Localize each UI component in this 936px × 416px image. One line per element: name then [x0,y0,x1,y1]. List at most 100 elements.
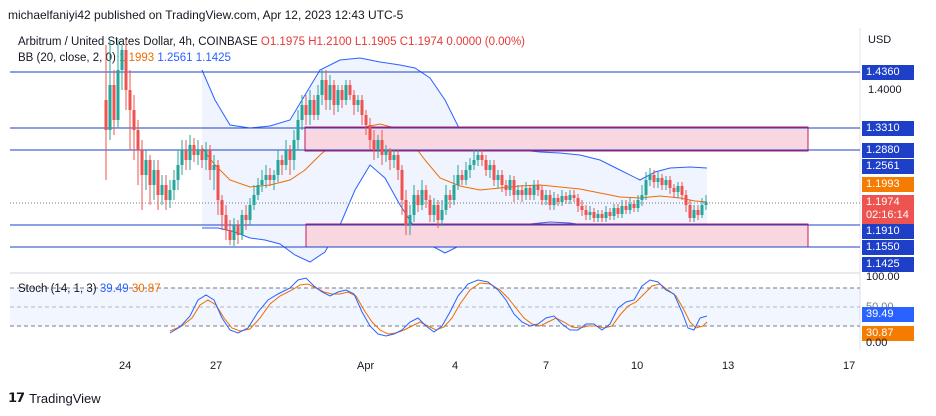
stoch-k-tag: 39.49 [862,307,914,322]
candle-body [500,175,504,185]
candle-body [144,160,148,175]
price-tag-1.1550: 1.1550 [862,240,914,255]
candlestick-series [104,40,708,246]
candle-body [228,230,232,240]
price-tag-1.3310: 1.3310 [862,121,914,136]
price-tick-1.4000: 1.4000 [868,84,902,96]
candle-body [524,188,528,195]
candle-body [464,170,468,180]
high-value: H1.2100 [308,36,352,48]
candle-body [296,120,300,140]
time-tick-24: 24 [119,360,132,372]
footer-brand: TradingView [29,390,101,406]
bb-lower-value: 1.1425 [195,52,231,64]
candle-body [176,165,180,180]
candle-body [504,185,508,190]
candle-body [420,190,424,205]
candle-body [184,150,188,160]
candle-body [484,160,488,170]
candle-body [368,125,372,140]
candle-body [384,150,388,155]
candle-body [468,165,472,170]
candle-body [216,165,220,200]
candle-body [512,180,516,195]
candle-body [640,195,644,200]
stoch-legend: Stoch (14, 1, 3) 39.49 30.87 [18,283,161,295]
candle-body [124,50,128,90]
candle-body [688,205,692,218]
candle-body [252,195,256,205]
candle-body [460,175,464,180]
candle-body [116,70,120,120]
candle-body [548,195,552,205]
candle-body [576,198,580,206]
footer[interactable]: 𝟭𝟳 TradingView [8,390,101,406]
candle-body [272,175,276,180]
stoch-label[interactable]: Stoch (14, 1, 3) [18,283,97,295]
candle-body [264,175,268,180]
candle-body [224,215,228,230]
candle-body [388,150,392,160]
candle-body [276,160,280,175]
candle-body [232,225,236,240]
candle-body [532,185,536,195]
bb-upper-value: 1.2561 [157,52,193,64]
candle-body [608,212,612,216]
candle-body [676,186,680,192]
candle-body [312,100,316,115]
last-price-tag: 1.1974 02:16:14 [862,195,914,224]
candle-body [452,185,456,200]
candle-body [364,115,368,125]
candle-body [448,195,452,200]
low-value: L1.1905 [354,36,397,48]
candle-body [564,196,568,200]
candle-body [240,215,244,235]
candle-body [208,150,212,170]
tradingview-logo-icon: 𝟭𝟳 [8,390,25,405]
candle-body [488,165,492,170]
open-value: O1.1975 [260,36,306,48]
candle-body [436,205,440,220]
candle-body [616,208,620,214]
candle-body [668,180,672,188]
candle-body [180,150,184,165]
candle-body [556,198,560,202]
candle-body [584,210,588,215]
candle-body [444,195,448,210]
price-tag-1.2880: 1.2880 [862,143,914,158]
candle-body [664,180,668,185]
candle-body [656,178,660,182]
currency-label: USD [868,34,892,46]
candle-body [212,165,216,170]
close-value: C1.1974 [399,36,444,48]
candle-body [348,85,352,95]
candle-body [592,212,596,218]
time-tick-7: 7 [543,360,550,372]
candle-body [440,210,444,220]
candle-body [600,214,604,218]
candle-body [152,170,156,185]
candle-body [320,80,324,95]
candle-body [456,175,460,185]
publisher-header: michaelfaniyi42 published on TradingView… [8,8,404,22]
stoch-tick-100: 100.00 [866,271,900,283]
candle-body [408,215,412,225]
candle-body [528,188,532,195]
candle-body [200,150,204,160]
time-tick-17: 17 [843,360,856,372]
candle-body [540,190,544,200]
resistance-zone [304,126,809,152]
bb-label[interactable]: BB (20, close, 2, 0) [18,52,116,64]
time-tick-13: 13 [722,360,735,372]
candle-body [196,150,200,155]
last-price-value: 1.1974 [866,196,900,208]
candle-body [620,206,624,214]
candle-body [288,150,292,160]
candle-body [432,205,436,215]
candle-body [628,204,632,210]
symbol-title[interactable]: Arbitrum / United States Dollar, 4h, COI… [18,36,258,48]
candle-body [140,150,144,175]
candle-body [304,105,308,115]
candle-body [604,212,608,218]
